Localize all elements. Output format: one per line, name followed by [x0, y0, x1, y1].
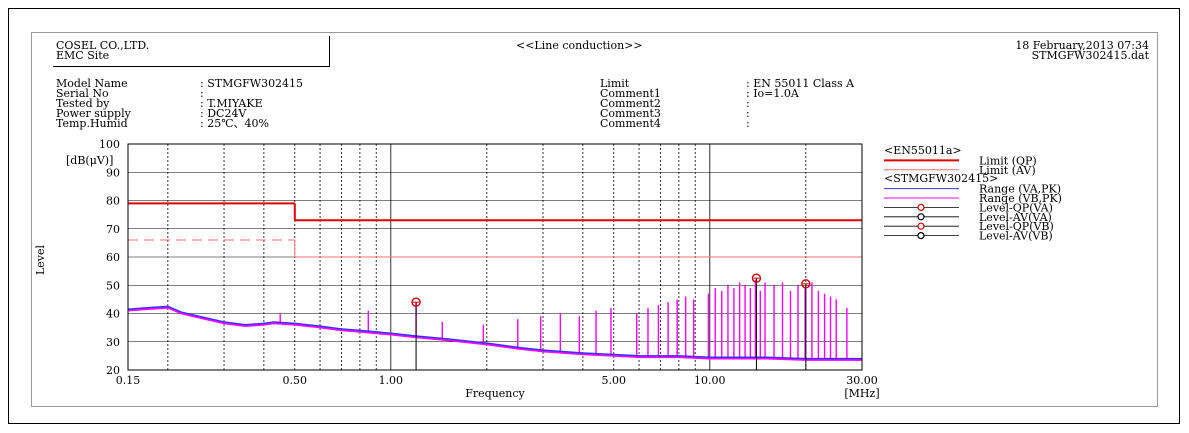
- data-filename: STMGFW302415.dat: [1031, 49, 1149, 62]
- measurement-markers: [411, 273, 811, 370]
- legend-swatch-marker: [917, 232, 925, 240]
- legend-swatch-marker: [917, 213, 925, 221]
- company-name: COSEL CO.,LTD.: [56, 39, 150, 52]
- series-range-va-line: [127, 305, 862, 360]
- legend-entry-label: Range (VB,PK): [979, 192, 1062, 205]
- info-label-temp: Temp.Humid: [56, 117, 128, 130]
- info-value-power: : DC24V: [200, 107, 247, 120]
- grid: [128, 144, 862, 370]
- info-value-temp: : 25℃、40%: [200, 117, 269, 130]
- report-datetime: 18 February,2013 07:34: [1015, 39, 1149, 52]
- y-tick-label: 50: [106, 279, 120, 292]
- marker-qp: [751, 273, 762, 283]
- legend-entry-label: Limit (QP): [979, 154, 1037, 167]
- y-axis-unit: [dB(μV)]: [66, 154, 113, 167]
- info-label-comment1: Comment1: [600, 87, 661, 100]
- x-tick-labels: 0.15 0.50 1.00 5.00 10.00 30.00: [116, 374, 878, 387]
- legend-swatch-marker: [917, 222, 925, 230]
- legend-swatch-marker: [917, 203, 925, 211]
- info-value-tested-by: : T.MIYAKE: [200, 97, 263, 110]
- info-value-serial: :: [200, 87, 204, 100]
- x-tick-label: 0.15: [116, 374, 141, 387]
- x-tick-label: 10.00: [694, 374, 726, 387]
- info-value-model: : STMGFW302415: [200, 77, 304, 90]
- info-value-comment2: :: [746, 97, 750, 110]
- test-title: <<Line conduction>>: [516, 39, 643, 52]
- legend-entry-label: Range (VA,PK): [979, 183, 1061, 196]
- legend-heading: <STMGFW302415>: [884, 172, 998, 185]
- legend-heading: <EN55011a>: [884, 144, 962, 157]
- y-tick-label: 30: [106, 336, 120, 349]
- info-label-power: Power supply: [56, 107, 131, 120]
- limit-lines: [128, 202, 862, 258]
- marker-qp: [801, 279, 811, 289]
- y-tick-label: 60: [106, 251, 120, 264]
- legend-entry-label: Limit (AV): [979, 164, 1036, 177]
- plot-area-border: [127, 143, 863, 371]
- y-tick-label: 100: [99, 138, 120, 151]
- info-value-limit: : EN 55011 Class A: [746, 77, 855, 90]
- x-tick-label: 0.50: [283, 374, 308, 387]
- spectrum-traces: [127, 305, 862, 361]
- x-tick-label: 5.00: [602, 374, 627, 387]
- company-box: [53, 36, 330, 67]
- info-label-serial: Serial No: [56, 87, 109, 100]
- legend-entry-label: Level-AV(VA): [979, 211, 1052, 224]
- info-value-comment4: :: [746, 117, 750, 130]
- x-axis-label: Frequency: [465, 387, 525, 400]
- info-label-limit: Limit: [600, 77, 630, 90]
- y-tick-label: 40: [106, 308, 120, 321]
- info-label-tested-by: Tested by: [56, 97, 110, 110]
- y-tick-labels: 20 30 40 50 60 70 80 90 100: [99, 138, 120, 377]
- info-label-model: Model Name: [56, 77, 128, 90]
- x-tick-label: 1.00: [379, 374, 404, 387]
- spectrum-spikes: [279, 279, 848, 361]
- info-value-comment3: :: [746, 107, 750, 120]
- y-tick-label: 70: [106, 223, 120, 236]
- info-label-comment4: Comment4: [600, 117, 661, 130]
- info-value-comment1: : Io=1.0A: [746, 87, 799, 100]
- legend-entry-label: Level-QP(VB): [979, 220, 1054, 233]
- x-axis-unit: [MHz]: [844, 387, 879, 400]
- y-tick-label: 80: [106, 195, 120, 208]
- info-label-comment3: Comment3: [600, 107, 661, 120]
- legend-entry-label: Level-AV(VB): [979, 230, 1053, 243]
- legend-entry-label: Level-QP(VA): [979, 201, 1053, 214]
- info-label-comment2: Comment2: [600, 97, 661, 110]
- series-range-vb-line: [127, 307, 862, 361]
- y-axis-label: Level: [34, 244, 47, 275]
- legend: <EN55011a> Limit (QP)Limit (AV)<STMGFW302…: [884, 144, 1062, 243]
- y-tick-label: 20: [106, 364, 120, 377]
- site-name: EMC Site: [56, 49, 110, 62]
- marker-qp: [411, 297, 421, 307]
- x-tick-label: 30.00: [846, 374, 878, 387]
- y-tick-label: 90: [106, 166, 120, 179]
